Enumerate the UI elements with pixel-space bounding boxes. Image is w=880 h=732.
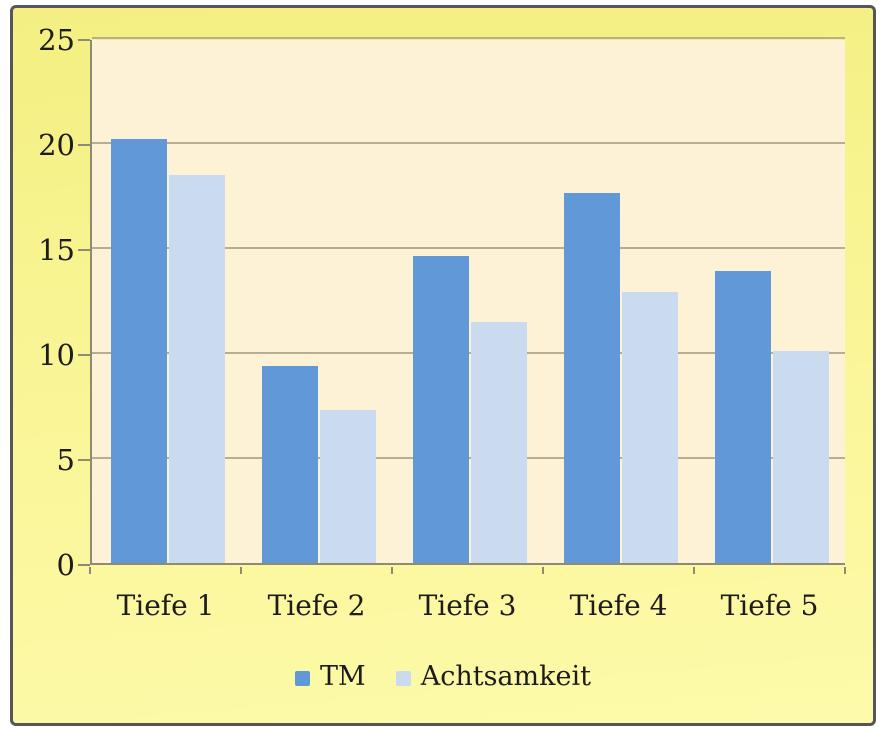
bar-tm-tiefe-2 <box>261 365 318 563</box>
bar-group-tiefe-2 <box>243 40 394 563</box>
gridline <box>92 247 845 249</box>
plot-area <box>90 37 847 565</box>
bar-tm-tiefe-3 <box>412 256 469 563</box>
y-tick-label-15: 15 <box>38 233 75 267</box>
bar-achtsamkeit-tiefe-5 <box>772 350 829 563</box>
gridline <box>92 457 845 459</box>
legend-item-achtsamkeit: Achtsamkeit <box>395 660 591 694</box>
x-category-label-tiefe-5: Tiefe 5 <box>720 589 819 622</box>
bar-achtsamkeit-tiefe-4 <box>621 292 678 563</box>
gridline <box>92 352 845 354</box>
x-tick <box>542 567 544 574</box>
legend-label-tm: TM <box>320 661 366 692</box>
y-tick <box>78 564 90 566</box>
x-tick <box>89 567 91 574</box>
x-category-label-tiefe-2: Tiefe 2 <box>267 589 366 622</box>
y-tick <box>78 354 90 356</box>
legend-swatch-tm <box>295 670 311 686</box>
bar-group-tiefe-4 <box>545 40 696 563</box>
x-tick <box>844 567 846 574</box>
legend-item-tm: TM <box>295 660 366 694</box>
bar-achtsamkeit-tiefe-2 <box>319 409 376 563</box>
y-tick-label-5: 5 <box>56 443 75 477</box>
x-tick <box>391 567 393 574</box>
y-tick <box>78 144 90 146</box>
x-category-label-tiefe-3: Tiefe 3 <box>418 589 517 622</box>
bar-group-tiefe-5 <box>696 40 847 563</box>
x-tick <box>240 567 242 574</box>
legend-label-achtsamkeit: Achtsamkeit <box>420 661 591 692</box>
bar-group-tiefe-1 <box>92 40 243 563</box>
y-tick-label-20: 20 <box>38 128 75 162</box>
y-tick-label-25: 25 <box>38 23 75 57</box>
y-tick <box>78 459 90 461</box>
legend: TM Achtsamkeit <box>13 660 873 694</box>
x-axis-labels: Tiefe 1 Tiefe 2 Tiefe 3 Tiefe 4 Tiefe 5 <box>90 588 845 624</box>
bar-tm-tiefe-5 <box>714 271 771 563</box>
y-tick <box>78 249 90 251</box>
x-category-label-tiefe-1: Tiefe 1 <box>116 589 215 622</box>
bar-tm-tiefe-1 <box>110 138 167 563</box>
y-tick-label-10: 10 <box>38 338 75 372</box>
y-tick-label-0: 0 <box>56 548 75 582</box>
gridline <box>92 142 845 144</box>
x-category-label-tiefe-4: Tiefe 4 <box>569 589 668 622</box>
x-tick <box>693 567 695 574</box>
bar-achtsamkeit-tiefe-3 <box>470 321 527 563</box>
chart-frame: 0 5 10 15 20 25 Tiefe 1 Tiefe 2 Tiefe 3 Tiefe 4 Ti… <box>10 5 876 726</box>
bar-achtsamkeit-tiefe-1 <box>168 174 225 563</box>
legend-swatch-achtsamkeit <box>395 670 411 686</box>
gridline <box>92 37 845 39</box>
y-tick <box>78 39 90 41</box>
bar-tm-tiefe-4 <box>563 193 620 563</box>
bar-group-tiefe-3 <box>394 40 545 563</box>
